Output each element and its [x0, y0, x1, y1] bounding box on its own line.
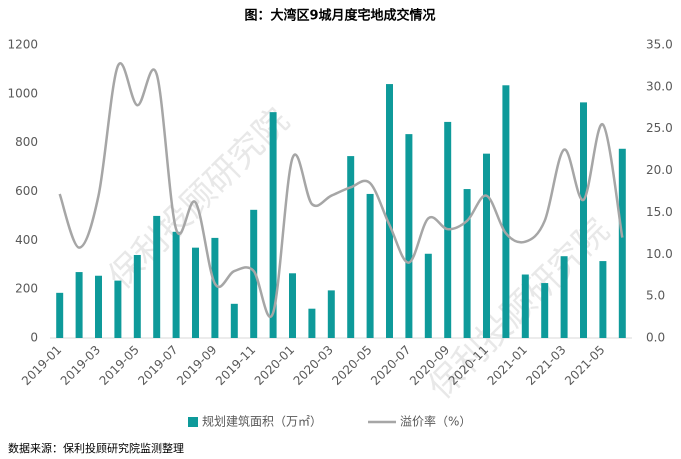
bar — [580, 102, 587, 338]
bar — [541, 283, 549, 338]
bar — [366, 193, 374, 338]
bar — [75, 272, 83, 338]
x-tick-label: 2019-07 — [135, 343, 180, 388]
bar — [230, 303, 238, 338]
bar — [327, 290, 335, 338]
y-tick-label: 800 — [15, 135, 38, 149]
bar — [560, 256, 568, 338]
y-tick-label: 200 — [15, 282, 38, 296]
chart-title: 图：大湾区9城月度宅地成交情况 — [244, 8, 435, 24]
x-tick-label: 2020-07 — [368, 343, 413, 388]
source-note: 数据来源：保利投顾研究院监测整理 — [8, 441, 184, 455]
legend-label: 溢价率（%） — [400, 414, 471, 429]
bar — [269, 112, 277, 338]
x-tick-label: 2020-05 — [329, 343, 374, 388]
x-tick-label: 2021-05 — [562, 343, 607, 388]
bar — [56, 292, 64, 338]
y2-tick-label: 5.0 — [646, 289, 665, 303]
bar — [289, 273, 296, 338]
bar — [133, 254, 141, 338]
y2-tick-label: 35.0 — [646, 38, 673, 52]
bar — [95, 275, 102, 338]
bar — [502, 85, 510, 338]
legend-label: 规划建筑面积（万㎡） — [202, 414, 322, 429]
line — [58, 62, 624, 318]
x-tick-label: 2019-11 — [213, 343, 258, 388]
y2-tick-label: 30.0 — [646, 79, 673, 93]
y2-tick-label: 25.0 — [646, 121, 673, 135]
y-tick-label: 1000 — [7, 86, 38, 100]
bar — [153, 215, 161, 338]
x-tick-label: 2019-09 — [174, 343, 219, 388]
bar — [424, 253, 432, 338]
bar — [347, 156, 355, 338]
bar — [405, 134, 413, 338]
bar — [308, 308, 316, 338]
bar — [521, 274, 529, 338]
x-tick-label: 2019-03 — [58, 343, 103, 388]
bar — [386, 84, 393, 338]
x-tick-label: 2020-03 — [291, 343, 336, 388]
y-tick-label: 1200 — [7, 38, 38, 52]
x-tick-label: 2019-01 — [19, 343, 64, 388]
legend-swatch — [188, 417, 198, 427]
y-tick-label: 0 — [30, 331, 38, 345]
y2-tick-label: 10.0 — [646, 247, 673, 261]
bar — [618, 148, 626, 338]
bar — [114, 280, 122, 338]
bar — [192, 247, 199, 338]
bar — [172, 231, 180, 338]
y-tick-label: 400 — [15, 233, 38, 247]
bar — [483, 153, 490, 338]
bar — [599, 261, 607, 338]
bar — [211, 237, 219, 338]
y2-tick-label: 15.0 — [646, 205, 673, 219]
x-tick-label: 2021-03 — [523, 343, 568, 388]
x-tick-label: 2019-05 — [97, 343, 142, 388]
y2-tick-label: 0.0 — [646, 331, 665, 345]
y2-tick-label: 20.0 — [646, 163, 673, 177]
y-tick-label: 600 — [15, 184, 38, 198]
bar — [463, 189, 471, 338]
bar — [250, 209, 258, 338]
x-tick-label: 2020-01 — [252, 343, 297, 388]
